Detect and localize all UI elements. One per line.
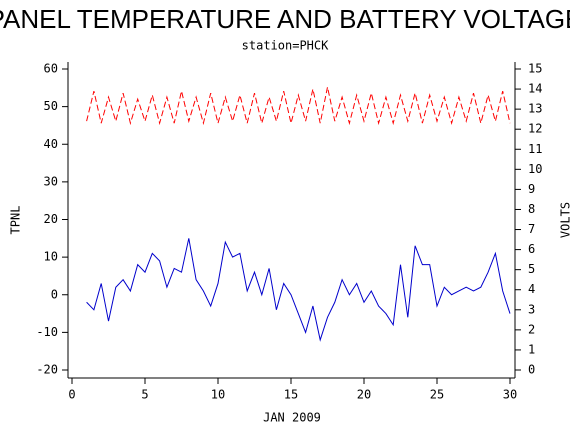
y2-tick-label: 9 <box>528 182 535 196</box>
y-tick-label: 50 <box>44 99 58 113</box>
y2-tick-label: 4 <box>528 282 535 296</box>
series-line <box>86 238 511 342</box>
x-tick-label: 5 <box>141 388 148 402</box>
y2-tick-label: 8 <box>528 202 535 216</box>
y2-tick-label: 1 <box>528 342 535 356</box>
y2-tick-label: 7 <box>528 222 535 236</box>
y2-tick-label: 6 <box>528 242 535 256</box>
x-axis-label: JAN 2009 <box>263 411 321 425</box>
y2-tick-label: 11 <box>528 142 542 156</box>
chart-title: PANEL TEMPERATURE AND BATTERY VOLTAGE <box>0 4 570 34</box>
series-line <box>86 86 511 126</box>
y2-tick-label: 14 <box>528 82 542 96</box>
x-tick-label: 25 <box>430 388 444 402</box>
x-tick-label: 30 <box>503 388 517 402</box>
chart-subtitle: station=PHCK <box>242 39 329 53</box>
y2-tick-label: 0 <box>528 363 535 377</box>
x-tick-label: 10 <box>211 388 225 402</box>
y-tick-label: 20 <box>44 212 58 226</box>
y-tick-label: 0 <box>51 287 58 301</box>
y2-tick-label: 12 <box>528 122 542 136</box>
y-tick-label: -20 <box>36 363 58 377</box>
y2-tick-label: 2 <box>528 322 535 336</box>
y-tick-label: 40 <box>44 137 58 151</box>
y-tick-label: 10 <box>44 250 58 264</box>
y2-axis-label: VOLTS <box>559 202 570 238</box>
y-tick-label: -10 <box>36 325 58 339</box>
y-axis-label: TPNL <box>9 206 23 235</box>
x-tick-label: 15 <box>284 388 298 402</box>
y2-tick-label: 3 <box>528 302 535 316</box>
x-tick-label: 20 <box>357 388 371 402</box>
y2-tick-label: 15 <box>528 62 542 76</box>
y-tick-label: 30 <box>44 174 58 188</box>
y2-tick-label: 5 <box>528 262 535 276</box>
x-tick-label: 0 <box>68 388 75 402</box>
y2-tick-label: 13 <box>528 102 542 116</box>
y2-tick-label: 10 <box>528 162 542 176</box>
y-tick-label: 60 <box>44 62 58 76</box>
